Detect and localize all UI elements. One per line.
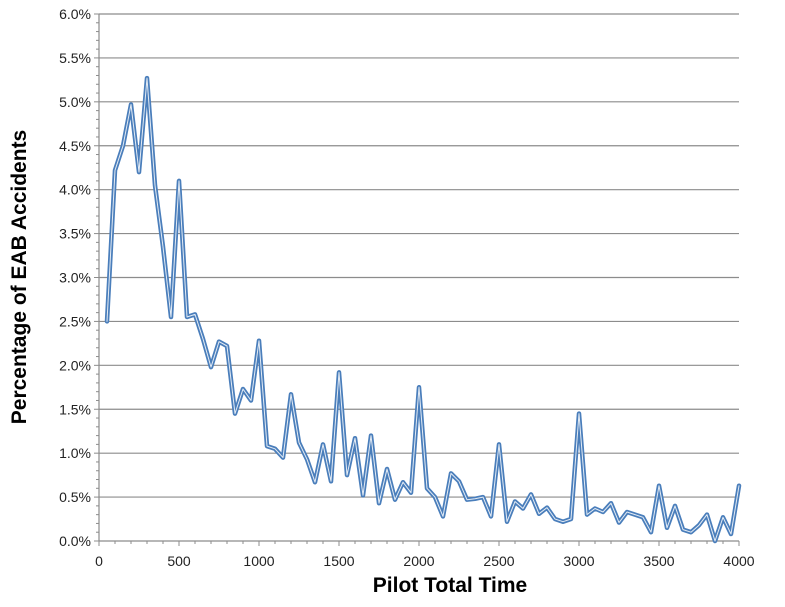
x-tick-label: 4000 xyxy=(723,553,754,569)
y-tick-label: 6.0% xyxy=(59,6,91,22)
y-tick-label: 3.5% xyxy=(59,226,91,242)
y-tick-label: 4.5% xyxy=(59,138,91,154)
x-tick-label: 2000 xyxy=(403,553,434,569)
y-tick-label: 0.5% xyxy=(59,489,91,505)
series-line-highlight xyxy=(106,77,740,542)
x-tick-label: 2500 xyxy=(483,553,514,569)
y-tick-label: 3.0% xyxy=(59,270,91,286)
y-axis-title: Percentage of EAB Accidents xyxy=(8,130,31,424)
x-axis-ticks: 0 500 1000 1500 2000 2500 3000 3500 4000 xyxy=(95,541,755,569)
y-tick-label: 1.5% xyxy=(59,401,91,417)
series-layer xyxy=(104,75,742,544)
x-tick-label: 1000 xyxy=(243,553,274,569)
x-tick-label: 3000 xyxy=(563,553,594,569)
x-tick-label: 500 xyxy=(167,553,191,569)
y-axis-ticks: 0.0% 0.5% 1.0% 1.5% 2.0% 2.5% 3.0% 3.5% 4.0% 4.5%… xyxy=(59,6,99,549)
y-tick-label: 4.0% xyxy=(59,182,91,198)
y-tick-label: 2.5% xyxy=(59,313,91,329)
x-tick-label: 3500 xyxy=(643,553,674,569)
x-tick-label: 0 xyxy=(95,553,103,569)
y-tick-label: 5.5% xyxy=(59,50,91,66)
x-axis-title: Pilot Total Time xyxy=(373,574,527,597)
horizontal-gridlines xyxy=(99,13,739,498)
y-tick-label: 0.0% xyxy=(59,533,91,549)
series-line xyxy=(104,75,742,544)
x-tick-label: 1500 xyxy=(323,553,354,569)
y-tick-label: 2.0% xyxy=(59,357,91,373)
y-tick-label: 5.0% xyxy=(59,94,91,110)
y-tick-label: 1.0% xyxy=(59,445,91,461)
